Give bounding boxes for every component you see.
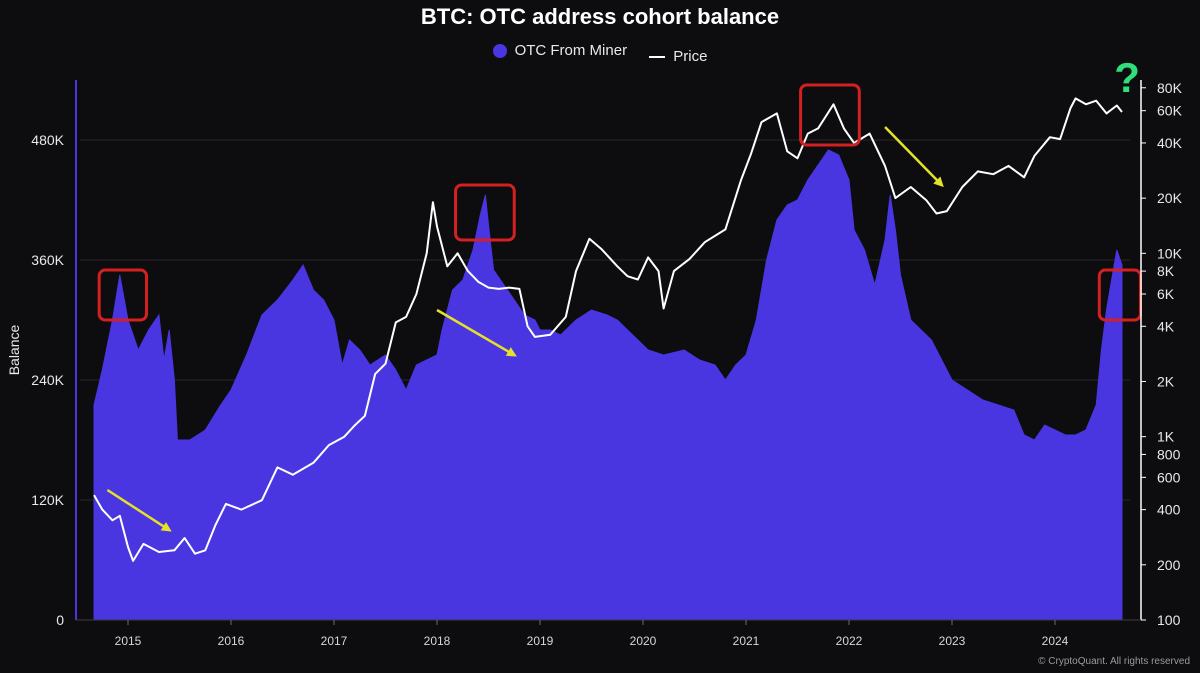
right-tick-label: 800: [1157, 446, 1181, 462]
left-tick-label: 240K: [31, 372, 64, 388]
highlight-box-2: [454, 183, 516, 242]
right-tick-label: 200: [1157, 557, 1181, 573]
x-tick-label: 2023: [939, 634, 966, 648]
right-tick-label: 20K: [1157, 190, 1183, 206]
right-tick-label: 1K: [1157, 429, 1175, 445]
legend-item-price[interactable]: Price: [649, 48, 707, 65]
left-tick-label: 360K: [31, 252, 64, 268]
series-otc-from-miner-area: [93, 149, 1123, 621]
question-mark-icon: ?: [1114, 54, 1140, 101]
right-tick-label: 2K: [1157, 373, 1175, 389]
price-layer: [93, 97, 1123, 562]
highlight-box-3: [799, 83, 861, 147]
copyright-notice: © CryptoQuant. All rights reserved: [1038, 656, 1190, 667]
legend-label-otc: OTC From Miner: [514, 42, 628, 59]
x-tick-label: 2020: [630, 634, 657, 648]
right-tick-label: 6K: [1157, 286, 1175, 302]
x-tick-label: 2018: [424, 634, 451, 648]
x-tick-label: 2016: [218, 634, 245, 648]
left-tick-label: 480K: [31, 132, 64, 148]
right-tick-label: 8K: [1157, 263, 1175, 279]
trend-arrow-1: [106, 488, 172, 532]
legend-item-otc-from-miner[interactable]: OTC From Miner: [492, 42, 628, 59]
x-tick-label: 2015: [115, 634, 142, 648]
series-price-line: [93, 97, 1123, 562]
x-tick-label: 2017: [321, 634, 348, 648]
trend-arrow-2: [436, 308, 517, 357]
x-tick-label: 2021: [733, 634, 760, 648]
right-tick-label: 4K: [1157, 318, 1175, 334]
highlight-box-1: [97, 268, 149, 322]
area-layer: [93, 149, 1123, 621]
legend-label-price: Price: [673, 48, 708, 65]
x-tick-label: 2024: [1042, 634, 1069, 648]
x-tick-label: 2019: [527, 634, 554, 648]
right-tick-label: 80K: [1157, 80, 1183, 96]
left-tick-label: 120K: [31, 492, 64, 508]
legend: OTC From Miner Price: [0, 42, 1200, 65]
right-tick-label: 40K: [1157, 135, 1183, 151]
right-tick-label: 600: [1157, 469, 1181, 485]
chart-title: BTC: OTC address cohort balance: [420, 4, 780, 29]
annotation-layer: ?: [97, 54, 1142, 532]
y-axis-label: Balance: [6, 324, 22, 375]
trend-arrow-3: [884, 126, 944, 188]
legend-line-icon: [649, 55, 666, 58]
x-tick-label: 2022: [836, 634, 863, 648]
right-tick-label: 100: [1157, 612, 1181, 628]
right-tick-label: 60K: [1157, 103, 1183, 119]
right-tick-label: 400: [1157, 502, 1181, 518]
right-tick-label: 10K: [1157, 245, 1183, 261]
legend-dot-icon: [492, 43, 507, 58]
left-tick-label: 0: [56, 612, 64, 628]
